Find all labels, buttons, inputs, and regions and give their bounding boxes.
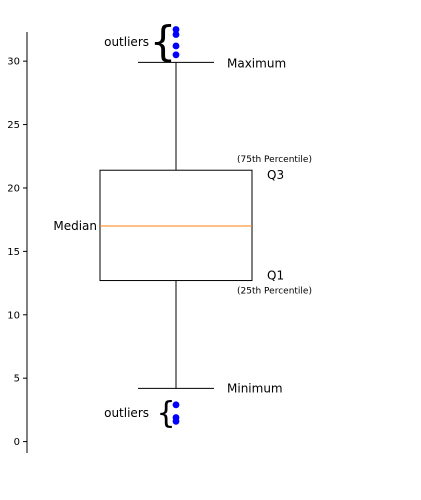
outlier-high-2 [172, 31, 180, 38]
outliers-bottom-label: outliers [104, 406, 149, 420]
median-label: Median [53, 219, 97, 233]
outlier-high-0 [172, 51, 180, 59]
y-tick-label-20: 20 [7, 183, 20, 194]
y-tick-label-30: 30 [7, 57, 20, 68]
outliers-top-brace: { [150, 17, 177, 66]
outlier-low-2 [172, 401, 180, 409]
y-tick-label-0: 0 [14, 437, 20, 448]
annotations: outliers { Maximum (75th Percentile) Q3 … [53, 17, 312, 431]
q3-percentile-note: (75th Percentile) [237, 155, 312, 165]
q1-label: Q1 [267, 269, 284, 283]
outlier-high-3 [172, 26, 180, 33]
outliers-bottom-brace: { [156, 396, 175, 431]
y-axis: 0 5 10 15 20 25 30 [7, 32, 28, 453]
box-plot [99, 61, 253, 389]
maximum-label: Maximum [227, 56, 286, 70]
outlier-points [172, 26, 180, 425]
minimum-label: Minimum [227, 381, 283, 395]
y-tick-label-15: 15 [7, 247, 20, 258]
outliers-top-label: outliers [104, 35, 149, 49]
outlier-high-1 [172, 42, 180, 50]
q1-percentile-note: (25th Percentile) [237, 287, 312, 297]
y-tick-label-25: 25 [7, 120, 20, 131]
y-tick-label-5: 5 [14, 374, 20, 385]
y-tick-label-10: 10 [7, 310, 20, 321]
q3-label: Q3 [267, 168, 284, 182]
iqr-box [99, 169, 253, 282]
outlier-low-1 [172, 414, 180, 421]
